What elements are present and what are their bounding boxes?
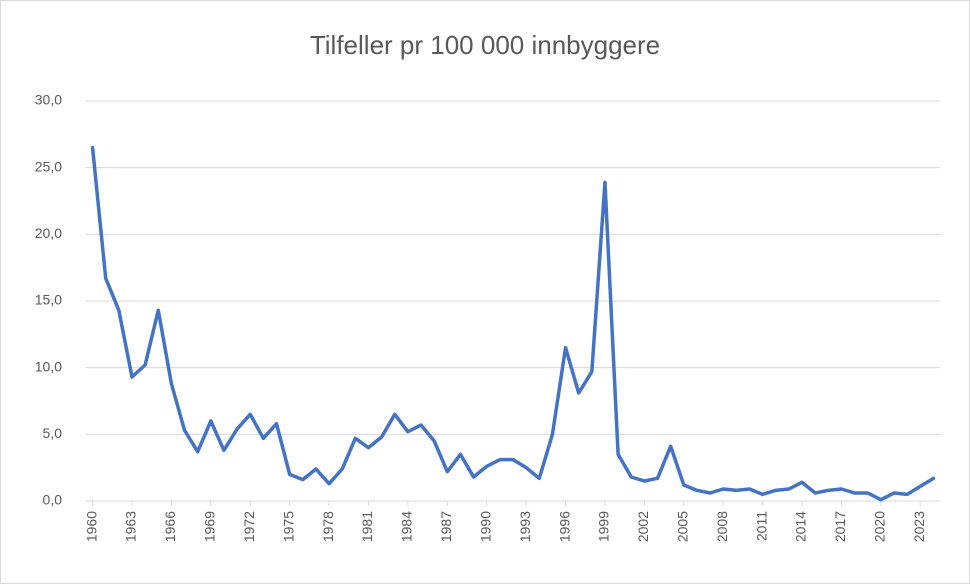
y-tick-label: 0,0: [43, 492, 63, 508]
x-tick-label: 2011: [753, 511, 769, 541]
data-line: [90, 145, 936, 502]
x-tick-label: 1984: [399, 511, 415, 542]
x-tick-label: 1987: [438, 511, 454, 542]
x-tick-label: 1993: [517, 511, 533, 542]
y-tick-label: 25,0: [35, 158, 62, 174]
y-tick-label: 20,0: [35, 225, 62, 241]
x-tick-label: 1960: [83, 511, 99, 542]
chart-title: Tilfeller pr 100 000 innbyggere: [310, 30, 660, 60]
x-tick-label: 2020: [872, 511, 888, 542]
x-tick-label: 1972: [241, 511, 257, 542]
y-tick-label: 30,0: [35, 92, 62, 108]
x-tick-label: 2023: [911, 511, 927, 542]
x-tick-label: 2002: [635, 511, 651, 542]
x-tick-label: 1990: [477, 511, 493, 542]
x-tick-label: 1978: [320, 511, 336, 542]
y-tick-label: 5,0: [43, 425, 63, 441]
y-tick-label: 10,0: [35, 358, 62, 374]
x-tick-label: 2017: [832, 511, 848, 542]
x-tick-label: 1966: [162, 511, 178, 542]
x-tick-label: 2008: [714, 511, 730, 542]
x-tick-label: 1981: [359, 511, 375, 542]
x-tick-label: 1999: [596, 511, 612, 542]
x-tick-label: 1963: [123, 511, 139, 542]
y-tick-label: 15,0: [35, 292, 62, 308]
x-tick-label: 2005: [675, 511, 691, 542]
x-tick-label: 1969: [202, 511, 218, 542]
x-tick-label: 1996: [556, 511, 572, 542]
x-tick-label: 1975: [280, 511, 296, 542]
x-tick-label: 2014: [793, 511, 809, 542]
